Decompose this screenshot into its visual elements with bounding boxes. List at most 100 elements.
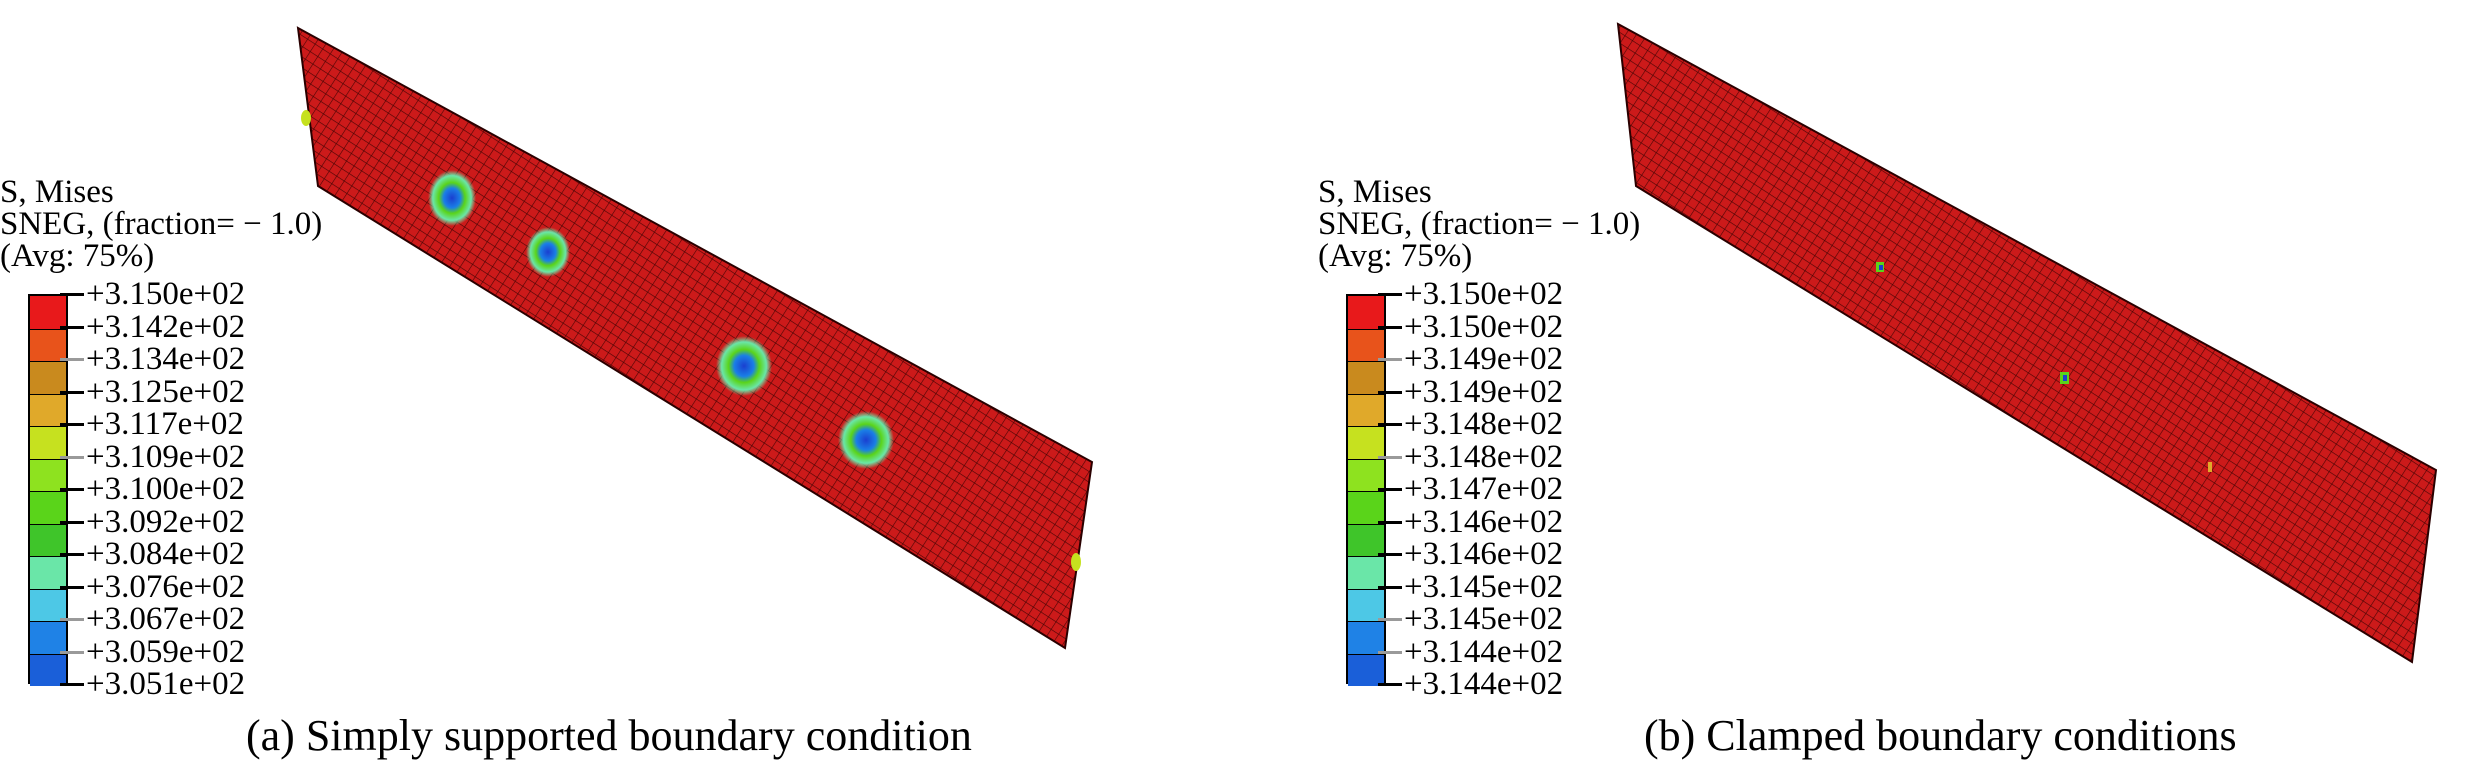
stress-spot [838, 411, 894, 469]
legend-value: +3.142e+02 [86, 308, 246, 345]
legend-value: +3.134e+02 [86, 341, 246, 377]
fe-plate-mesh [296, 26, 1094, 650]
legend-value: +3.125e+02 [86, 373, 246, 410]
legend-value: +3.092e+02 [86, 503, 246, 540]
legend-value: +3.148e+02 [1404, 438, 1564, 475]
contour-legend: S, Mises SNEG, (fraction= − 1.0) (Avg: 7… [1318, 174, 1641, 701]
legend-value: +3.076e+02 [86, 568, 246, 605]
legend-tick [1378, 358, 1402, 361]
legend-tick [1378, 683, 1402, 686]
legend-value: +3.100e+02 [86, 471, 246, 507]
legend-tick [60, 520, 84, 524]
legend-color-segment [1348, 621, 1384, 654]
legend-color-segment [30, 621, 66, 654]
legend-tick [60, 325, 84, 329]
legend-value: +3.150e+02 [1404, 308, 1564, 345]
legend-tick [1378, 553, 1402, 556]
fe-plate-mesh [1616, 22, 2438, 664]
legend-tick [1378, 520, 1402, 524]
legend-averaging: (Avg: 75%) [1318, 238, 1473, 274]
legend-value: +3.147e+02 [1404, 471, 1564, 507]
legend-averaging: (Avg: 75%) [0, 238, 155, 274]
legend-color-segment [30, 653, 66, 686]
legend-value: +3.109e+02 [86, 438, 246, 475]
stress-spot [428, 170, 476, 226]
legend-value: +3.117e+02 [86, 406, 244, 442]
legend-value: +3.148e+02 [1404, 406, 1564, 442]
legend-color-segment [1348, 491, 1384, 524]
legend-color-segment [1348, 556, 1384, 589]
legend-tick [1378, 585, 1402, 589]
legend-tick [1378, 390, 1402, 394]
legend-tick [1378, 293, 1402, 296]
legend-tick [60, 650, 84, 654]
legend-color-segment [1348, 393, 1384, 426]
legend-value: +3.149e+02 [1404, 373, 1564, 410]
legend-color-segment [30, 491, 66, 524]
contour-legend: S, Mises SNEG, (fraction= − 1.0) (Avg: 7… [0, 174, 323, 701]
legend-color-segment [1348, 588, 1384, 621]
legend-color-segment [1348, 328, 1384, 361]
stress-spot [716, 336, 772, 396]
legend-tick [1378, 423, 1402, 426]
legend-tick [60, 618, 84, 621]
legend-tick [1378, 650, 1402, 654]
legend-value: +3.144e+02 [1404, 633, 1564, 670]
legend-color-segment [1348, 523, 1384, 556]
legend-value: +3.084e+02 [86, 536, 246, 572]
legend-color-segment [1348, 426, 1384, 459]
legend-color-segment [1348, 653, 1384, 686]
legend-tick [1378, 488, 1402, 491]
edge-spot [1071, 553, 1081, 571]
edge-spot [2208, 462, 2212, 472]
legend-color-segment [30, 296, 66, 329]
legend-value: +3.145e+02 [1404, 601, 1564, 637]
legend-color-segment [30, 361, 66, 394]
legend-value: +3.149e+02 [1404, 341, 1564, 377]
caption-a: (a) Simply supported boundary condition [246, 711, 972, 760]
legend-subtitle: SNEG, (fraction= − 1.0) [1318, 206, 1641, 242]
legend-tick [60, 358, 84, 361]
legend-color-segment [30, 426, 66, 459]
legend-tick [60, 585, 84, 589]
stress-spot [2063, 375, 2067, 381]
legend-tick [60, 293, 84, 296]
legend-color-segment [30, 328, 66, 361]
panel-simply-supported: S, Mises SNEG, (fraction= − 1.0) (Avg: 7… [0, 0, 1240, 769]
legend-tick [60, 390, 84, 394]
legend-value: +3.067e+02 [86, 601, 246, 637]
legend-tick [60, 423, 84, 426]
stress-spot [1879, 265, 1883, 270]
legend-title: S, Mises [0, 174, 114, 210]
plate-surface [296, 26, 1094, 650]
plate-surface [1616, 22, 2438, 664]
legend-tick [60, 488, 84, 491]
legend-color-segment [30, 588, 66, 621]
legend-tick [60, 553, 84, 556]
legend-tick [60, 455, 84, 459]
legend-color-segment [30, 523, 66, 556]
legend-color-segment [30, 556, 66, 589]
legend-color-segment [1348, 361, 1384, 394]
legend-title: S, Mises [1318, 174, 1432, 210]
panel-clamped: S, Mises SNEG, (fraction= − 1.0) (Avg: 7… [1240, 0, 2481, 769]
legend-value: +3.150e+02 [86, 276, 246, 312]
legend-tick [60, 683, 84, 686]
edge-spot [301, 110, 311, 126]
legend-value: +3.145e+02 [1404, 568, 1564, 605]
legend-color-segment [30, 393, 66, 426]
legend-value: +3.146e+02 [1404, 536, 1564, 572]
legend-value: +3.146e+02 [1404, 503, 1564, 540]
legend-value: +3.059e+02 [86, 633, 246, 670]
legend-value: +3.150e+02 [1404, 276, 1564, 312]
legend-subtitle: SNEG, (fraction= − 1.0) [0, 206, 323, 242]
legend-tick [1378, 618, 1402, 621]
stress-spot [526, 227, 570, 277]
caption-b: (b) Clamped boundary conditions [1644, 711, 2237, 760]
legend-tick [1378, 325, 1402, 329]
legend-color-segment [1348, 296, 1384, 329]
legend-color-segment [30, 458, 66, 491]
legend-color-segment [1348, 458, 1384, 491]
legend-value: +3.144e+02 [1404, 666, 1564, 702]
legend-tick [1378, 455, 1402, 459]
